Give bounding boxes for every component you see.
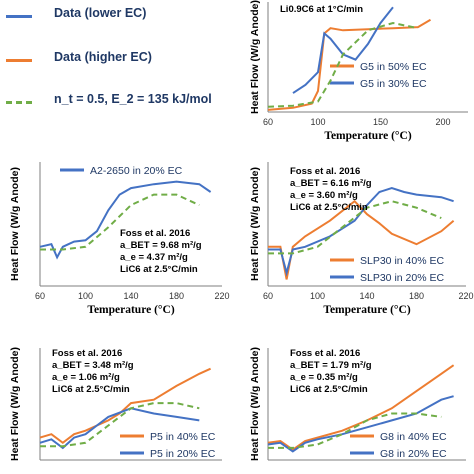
chart-annotation: Foss et al. 2016 bbox=[290, 348, 360, 359]
chart-annotation: LiC6 at 2.5°C/min bbox=[290, 202, 368, 213]
legend-label: Data (lower EC) bbox=[54, 6, 147, 20]
series-line bbox=[40, 193, 200, 251]
figure-legend: Data (lower EC) Data (higher EC) n_t = 0… bbox=[6, 0, 236, 120]
y-axis-title: Heat Flow (W/g Anode) bbox=[249, 167, 261, 281]
x-tick-label: 220 bbox=[458, 291, 473, 301]
x-tick-label: 180 bbox=[409, 291, 424, 301]
series-legend-label: A2-2650 in 20% EC bbox=[90, 165, 183, 177]
legend-swatch-blue bbox=[6, 15, 32, 18]
series-line bbox=[39, 407, 200, 450]
series-legend-label: G5 in 30% EC bbox=[360, 78, 427, 90]
series-legend-label: P5 in 20% EC bbox=[150, 448, 216, 460]
chart-annotation: Li0.9C6 at 1°C/min bbox=[280, 4, 363, 15]
series-line bbox=[39, 367, 212, 445]
x-tick-label: 100 bbox=[310, 117, 325, 127]
x-tick-label: 100 bbox=[310, 291, 325, 301]
chart-annotation: a_BET = 9.68 m²/g bbox=[120, 240, 202, 251]
series-legend-label: G5 in 50% EC bbox=[360, 61, 427, 73]
series-legend-label: G8 in 40% EC bbox=[380, 431, 447, 443]
chart-annotation: Foss et al. 2016 bbox=[120, 228, 190, 239]
y-axis-title: Heat Flow (W/g Anode) bbox=[249, 0, 261, 114]
series-line bbox=[268, 412, 442, 449]
chart-annotation: a_BET = 3.48 m²/g bbox=[52, 360, 134, 371]
series-line bbox=[292, 6, 394, 94]
y-axis-title: Heat Flow (W/g Anode) bbox=[249, 347, 261, 461]
y-axis-title: Heat Flow (W/g Anode) bbox=[9, 347, 21, 461]
legend-swatch-orange bbox=[6, 59, 32, 62]
chart-annotation: a_e = 1.06 m²/g bbox=[52, 372, 120, 383]
series-legend-label: G8 in 20% EC bbox=[380, 448, 447, 460]
series-legend-label: P5 in 40% EC bbox=[150, 431, 216, 443]
series-line bbox=[39, 180, 212, 260]
x-tick-label: 100 bbox=[78, 291, 93, 301]
chart-annotation: a_e = 0.35 m²/g bbox=[290, 372, 358, 383]
chart-annotation: LiC6 at 2.5°C/min bbox=[290, 384, 368, 395]
chart-annotation: a_e = 3.60 m²/g bbox=[290, 190, 358, 201]
x-axis-title: Temperature (°C) bbox=[323, 304, 410, 316]
chart-annotation: a_e = 4.37 m²/g bbox=[120, 252, 188, 263]
series-line bbox=[267, 21, 419, 108]
series-line bbox=[267, 18, 432, 111]
series-legend-label: SLP30 in 40% EC bbox=[360, 255, 444, 267]
x-tick-label: 60 bbox=[35, 291, 45, 301]
chart-annotation: Foss et al. 2016 bbox=[290, 166, 360, 177]
x-axis-title: Temperature (°C) bbox=[324, 130, 411, 142]
chart-annotation: LiC6 at 2.5°C/min bbox=[120, 264, 198, 275]
x-tick-label: 140 bbox=[359, 291, 374, 301]
chart-annotation: a_BET = 6.16 m²/g bbox=[290, 178, 372, 189]
series-line bbox=[267, 364, 455, 451]
legend-item-lower-ec: Data (lower EC) bbox=[6, 6, 236, 26]
legend-item-model: n_t = 0.5, E_2 = 135 kJ/mol bbox=[6, 92, 236, 112]
x-tick-label: 180 bbox=[169, 291, 184, 301]
legend-item-higher-ec: Data (higher EC) bbox=[6, 50, 236, 70]
x-tick-label: 140 bbox=[123, 291, 138, 301]
x-tick-label: 60 bbox=[263, 291, 273, 301]
chart-annotation: a_BET = 1.79 m²/g bbox=[290, 360, 372, 371]
chart-annotation: Foss et al. 2016 bbox=[52, 348, 122, 359]
series-line bbox=[268, 200, 442, 255]
x-tick-label: 150 bbox=[373, 117, 388, 127]
legend-label: n_t = 0.5, E_2 = 135 kJ/mol bbox=[54, 92, 212, 106]
series-line bbox=[40, 402, 200, 448]
x-tick-label: 60 bbox=[263, 117, 273, 127]
series-legend-label: SLP30 in 20% EC bbox=[360, 272, 444, 284]
legend-swatch-green-dashed bbox=[6, 101, 32, 104]
chart-annotation: LiC6 at 2.5°C/min bbox=[52, 384, 130, 395]
x-axis-title: Temperature (°C) bbox=[87, 304, 174, 316]
x-tick-label: 220 bbox=[214, 291, 229, 301]
y-axis-title: Heat Flow (W/g Anode) bbox=[9, 167, 21, 281]
series-line bbox=[268, 199, 455, 280]
legend-label: Data (higher EC) bbox=[54, 50, 152, 64]
x-tick-label: 200 bbox=[435, 117, 450, 127]
